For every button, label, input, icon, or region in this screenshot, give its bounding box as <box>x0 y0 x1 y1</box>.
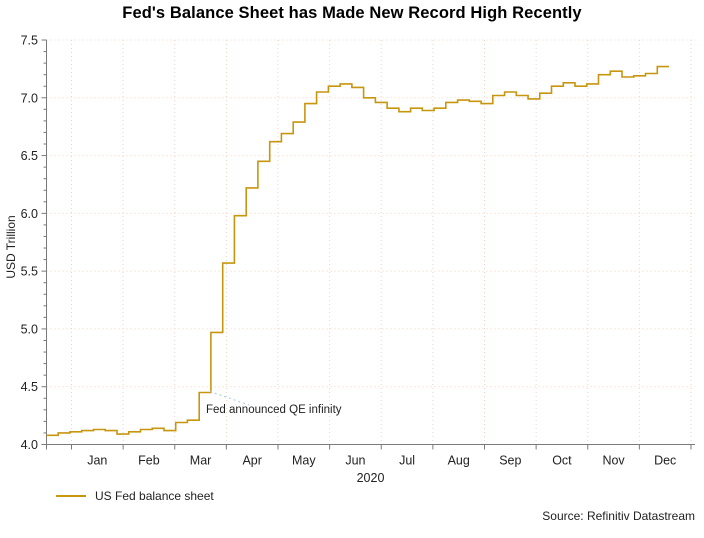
y-tick-label: 7.0 <box>21 91 38 105</box>
y-tick-label: 4.0 <box>21 438 38 452</box>
x-tick-label-jun: Jun <box>345 454 365 468</box>
chart-title: Fed's Balance Sheet has Made New Record … <box>122 4 582 22</box>
legend-line-swatch <box>56 495 86 497</box>
y-tick-label: 5.5 <box>21 265 38 279</box>
x-tick-label-aug: Aug <box>448 454 470 468</box>
balance-sheet-step-line <box>46 65 669 437</box>
y-tick-label: 6.5 <box>21 149 38 163</box>
y-axis-title: USD Trillion <box>4 215 18 279</box>
annotation-callout-line <box>209 391 250 406</box>
x-tick-label-feb: Feb <box>138 454 160 468</box>
x-tick-label-apr: Apr <box>242 454 261 468</box>
qe-annotation-text: Fed announced QE infinity <box>206 404 342 416</box>
x-axis-year-label: 2020 <box>356 471 385 485</box>
y-tick-label: 5.0 <box>21 322 38 336</box>
y-tick-label: 6.0 <box>21 207 38 221</box>
x-tick-label-sep: Sep <box>499 454 521 468</box>
x-tick-label-jul: Jul <box>399 454 415 468</box>
x-tick-label-nov: Nov <box>602 454 625 468</box>
x-tick-label-may: May <box>292 454 316 468</box>
legend-series-label: US Fed balance sheet <box>95 489 214 503</box>
x-tick-label-oct: Oct <box>552 454 572 468</box>
x-tick-label-mar: Mar <box>190 454 212 468</box>
source-attribution: Source: Refinitiv Datastream <box>542 509 695 523</box>
y-tick-label: 7.5 <box>21 34 38 48</box>
y-tick-label: 4.5 <box>21 380 38 394</box>
x-tick-label-jan: Jan <box>87 454 107 468</box>
legend: US Fed balance sheet <box>56 489 214 503</box>
x-tick-label-dec: Dec <box>654 454 676 468</box>
